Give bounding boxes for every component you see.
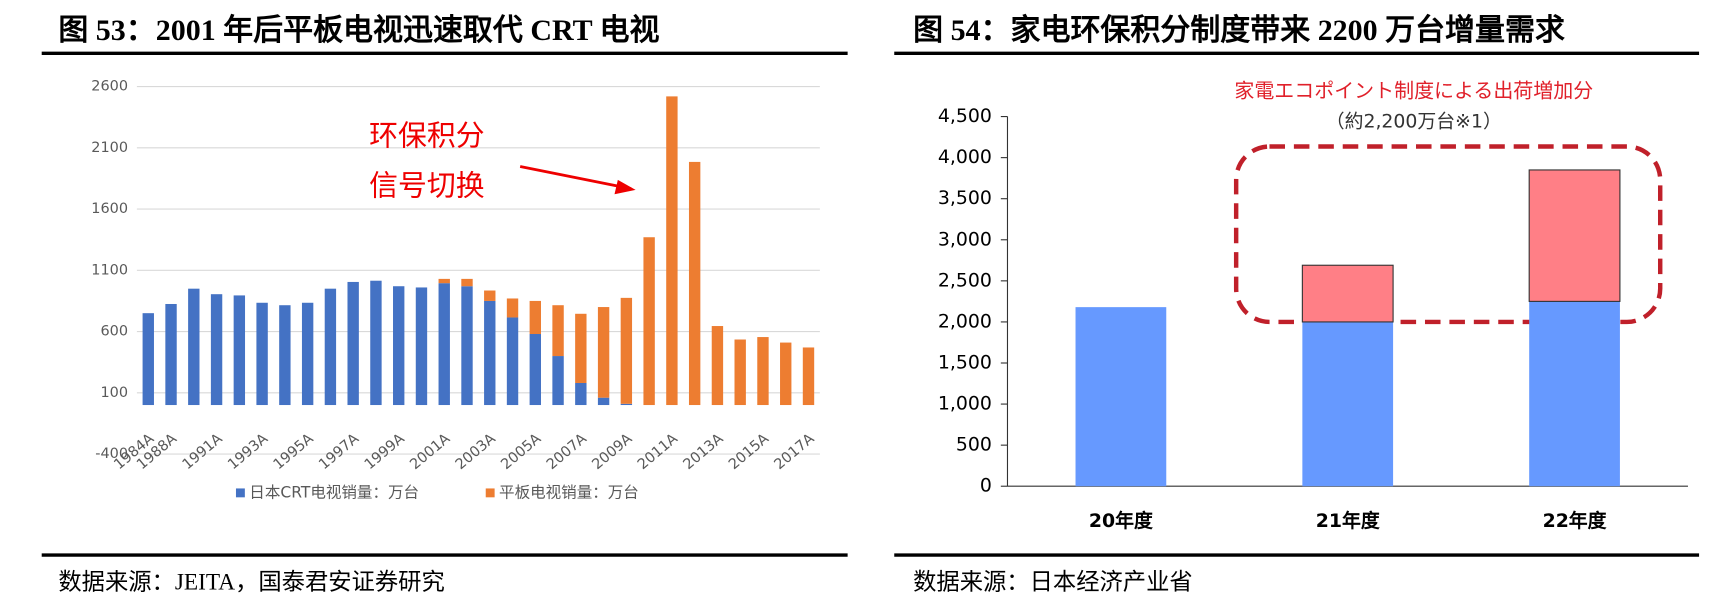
bar-segment: [1075, 307, 1167, 487]
bar-segment: [506, 298, 519, 318]
x-tick-label: 2015A: [726, 431, 772, 473]
x-tick-label: 2007A: [544, 431, 590, 473]
bar-segment: [438, 278, 450, 284]
y-tick-label: 1100: [91, 262, 128, 278]
bar-segment: [438, 283, 450, 406]
x-tick-label: 1995A: [271, 431, 317, 473]
x-tick-label: 2011A: [635, 431, 681, 473]
y-tick-label: 100: [100, 385, 128, 401]
legend-swatch: [485, 488, 495, 498]
x-tick-label: 2009A: [589, 431, 635, 473]
legend-label: 平板电视销量：万台: [499, 483, 639, 501]
x-tick-label: 1993A: [225, 431, 271, 473]
bar-segment: [802, 347, 815, 406]
x-tick-label: 2003A: [453, 431, 499, 473]
y-tick-label: 500: [956, 434, 992, 456]
figure-title: 图 53：2001 年后平板电视迅速取代 CRT 电视: [58, 14, 659, 47]
bar-segment: [1301, 264, 1394, 323]
y-tick-label: 3,000: [938, 228, 992, 250]
x-tick-label: 22年度: [1543, 509, 1607, 532]
bar-segment: [165, 303, 177, 406]
bar-segment: [780, 342, 792, 406]
bar-segment: [643, 237, 655, 406]
bar-segment: [415, 287, 428, 406]
y-tick-label: -400: [95, 446, 128, 462]
bar-segment: [552, 305, 564, 357]
bar-segment: [279, 305, 291, 406]
bar-segment: [233, 295, 246, 406]
bar-segment: [1302, 321, 1394, 487]
arrow: [519, 165, 632, 191]
bar-segment: [597, 397, 610, 406]
bar-segment: [484, 300, 496, 406]
bar-segment: [210, 294, 223, 406]
figure-title: 图 54：家电环保积分制度带来 2200 万台增量需求: [913, 13, 1565, 47]
annotation: 信号切换: [369, 169, 484, 203]
bar-segment: [1529, 301, 1620, 487]
bar-segment: [188, 288, 200, 406]
bar-segment: [620, 403, 633, 406]
source: 数据来源：日本经济产业省: [913, 568, 1193, 595]
x-tick-label: 20年度: [1089, 509, 1153, 532]
y-tick-label: 0: [980, 475, 992, 497]
bar-segment: [575, 382, 587, 406]
legend-swatch: [235, 488, 245, 498]
y-tick-label: 1,000: [938, 393, 992, 415]
bar-segment: [142, 313, 154, 406]
annotation: 环保积分: [369, 119, 484, 153]
x-tick-label: 1997A: [316, 431, 362, 473]
x-tick-label: 2017A: [772, 431, 818, 473]
bar-segment: [734, 339, 746, 406]
bar-segment: [484, 290, 496, 301]
bar-segment: [666, 96, 678, 406]
x-tick-label: 1999A: [362, 431, 408, 473]
arrow-head: [614, 179, 636, 195]
y-tick-label: 4,000: [938, 146, 992, 168]
bar-segment: [256, 302, 268, 406]
source: 数据来源：JEITA，国泰君安证券研究: [58, 568, 444, 595]
bar-segment: [370, 280, 382, 406]
bar-segment: [461, 286, 473, 406]
bar-segment: [757, 337, 769, 406]
bar-segment: [688, 161, 701, 406]
annotation: （約2,200万台※1）: [1326, 111, 1502, 133]
bar-segment: [461, 278, 473, 287]
legend-label: 日本CRT电视销量：万台: [249, 483, 419, 501]
y-tick-label: 3,500: [938, 187, 992, 209]
y-tick-label: 4,500: [938, 105, 992, 127]
annotation: 家電エコポイント制度による出荷増加分: [1234, 79, 1593, 103]
bar-segment: [529, 300, 541, 334]
bar-segment: [529, 333, 541, 406]
x-tick-label: 2005A: [498, 431, 544, 473]
bar-segment: [506, 317, 519, 406]
y-tick-label: 1600: [91, 201, 128, 217]
highlight-box: [1233, 144, 1663, 325]
x-tick-label: 2001A: [407, 431, 453, 473]
bar-segment: [393, 286, 405, 406]
bar-segment: [347, 281, 359, 406]
y-tick-label: 2600: [91, 79, 128, 95]
bar-segment: [620, 297, 633, 404]
bar-segment: [575, 313, 587, 383]
bar-segment: [711, 326, 724, 406]
bar-segment: [324, 288, 337, 406]
y-tick-label: 2,000: [938, 310, 992, 332]
x-tick-label: 1991A: [180, 431, 226, 473]
bar-segment: [301, 302, 314, 406]
x-tick-label: 2013A: [680, 431, 726, 473]
bar-segment: [552, 356, 564, 406]
y-tick-label: 2,500: [938, 269, 992, 291]
y-tick-label: 600: [100, 324, 128, 340]
bar-segment: [597, 307, 610, 398]
y-tick-label: 2100: [91, 140, 128, 156]
y-tick-label: 1,500: [938, 352, 992, 374]
x-tick-label: 21年度: [1316, 509, 1380, 532]
bar-segment: [1528, 169, 1621, 302]
